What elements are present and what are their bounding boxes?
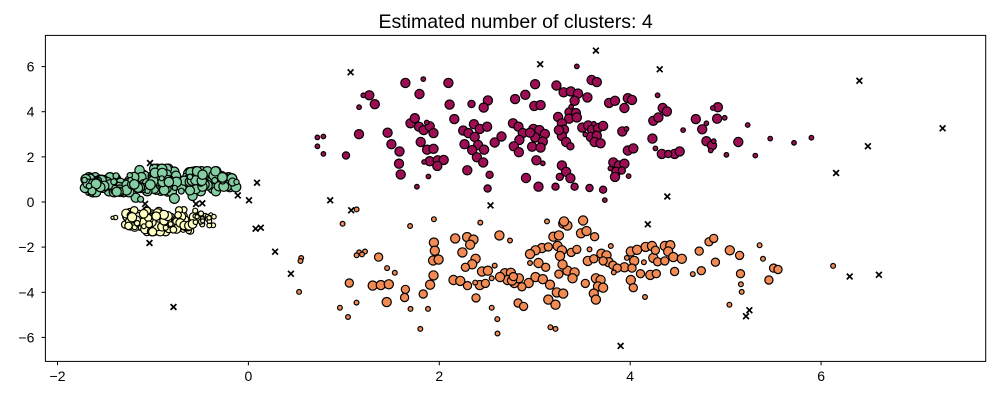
svg-text:4: 4 xyxy=(27,104,35,120)
svg-text:2: 2 xyxy=(435,368,443,384)
svg-text:−4: −4 xyxy=(18,284,34,300)
svg-text:0: 0 xyxy=(245,368,253,384)
svg-text:6: 6 xyxy=(817,368,825,384)
svg-text:Estimated number of clusters:: Estimated number of clusters: 4 xyxy=(378,11,652,33)
svg-text:2: 2 xyxy=(27,149,35,165)
svg-text:6: 6 xyxy=(27,59,35,75)
svg-text:−2: −2 xyxy=(18,239,34,255)
svg-text:0: 0 xyxy=(27,194,35,210)
svg-text:−6: −6 xyxy=(18,329,34,345)
svg-text:−2: −2 xyxy=(50,368,66,384)
svg-text:4: 4 xyxy=(626,368,634,384)
